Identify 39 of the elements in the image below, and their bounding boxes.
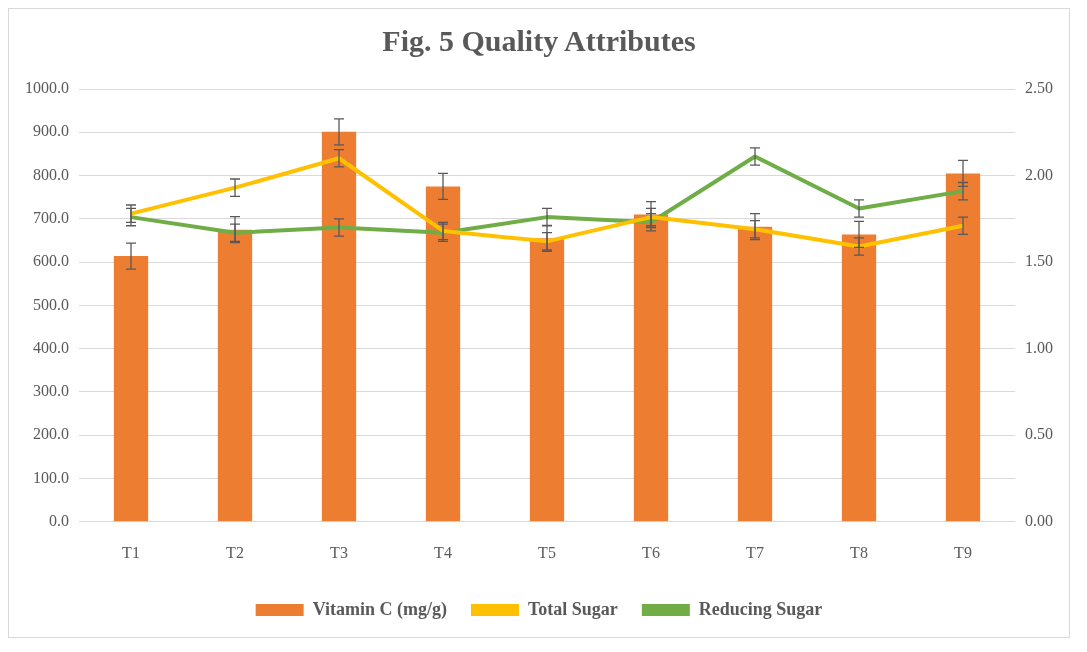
x-tick-label: T3 [330,543,348,561]
y-tick-label: 0.0 [49,512,69,529]
bar [113,256,149,522]
bar [217,229,253,522]
y-tick-label: 900.0 [33,122,69,140]
y-tick-label: 400.0 [33,338,69,356]
legend-label: Total Sugar [527,598,618,619]
legend-label: Vitamin C (mg/g) [312,598,447,620]
y2-tick-label: 0.50 [1025,425,1053,443]
bar [945,173,981,522]
x-tick-label: T8 [850,543,868,561]
bar [425,186,461,522]
y-tick-label: 800.0 [33,165,69,183]
y-tick-label: 100.0 [33,468,69,486]
y2-tick-label: 0.00 [1025,512,1053,529]
y-tick-label: 1000.0 [25,79,69,97]
x-tick-label: T1 [122,543,140,561]
y2-tick-label: 1.00 [1025,338,1053,356]
x-tick-label: T7 [746,543,764,561]
y2-tick-label: 2.00 [1025,165,1053,183]
x-tick-label: T2 [226,543,244,561]
bar [529,238,565,522]
x-tick-label: T4 [434,543,452,561]
y-tick-label: 500.0 [33,295,69,313]
x-tick-label: T6 [642,543,660,561]
y-tick-label: 700.0 [33,209,69,227]
y-tick-label: 200.0 [33,425,69,443]
y-tick-label: 300.0 [33,382,69,400]
bar [633,214,669,522]
bar [841,234,877,522]
x-tick-label: T9 [954,543,972,561]
y2-tick-label: 1.50 [1025,252,1053,270]
bar [737,226,773,522]
chart-title: Fig. 5 Quality Attributes [382,23,696,57]
x-tick-label: T5 [538,543,556,561]
legend-label: Reducing Sugar [698,598,823,619]
bar [321,131,357,522]
y2-tick-label: 2.50 [1025,79,1053,97]
y-tick-label: 600.0 [33,252,69,270]
